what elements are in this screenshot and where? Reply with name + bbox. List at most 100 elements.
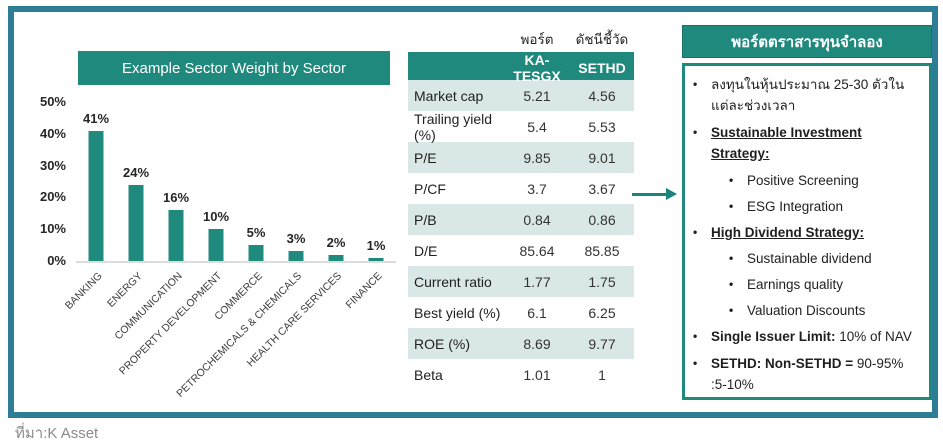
bullet-item: • ลงทุนในหุ้นประมาณ 25-30 ตัวในแต่ละช่วง… (693, 75, 921, 117)
row-value-ka-tesgx: 9.85 (523, 149, 551, 166)
bar-column: 24% ENERGY (105, 104, 156, 310)
row-label: D/E (414, 242, 438, 259)
row-value-sethd: 1 (598, 366, 606, 383)
bullet-dot-icon: • (693, 356, 698, 371)
y-tick-label: 50% (39, 94, 66, 109)
row-label: Market cap (414, 87, 484, 104)
sector-bar (328, 254, 344, 261)
bullet-item: • Valuation Discounts (729, 301, 921, 322)
row-label: Beta (414, 366, 443, 383)
panel-bullet-list: • ลงทุนในหุ้นประมาณ 25-30 ตัวในแต่ละช่วง… (693, 75, 921, 396)
row-value-sethd: 9.01 (588, 149, 616, 166)
bar-column: 5% COMMERCE (212, 104, 276, 323)
table-row: P/E 9.85 9.01 (408, 142, 634, 173)
bar-column: 41% BANKING (63, 104, 116, 312)
bar-value-label: 2% (326, 234, 346, 250)
row-value-ka-tesgx: 0.84 (523, 211, 551, 228)
arrow-shaft (632, 193, 668, 196)
sector-bar (208, 229, 224, 261)
source-note: ที่มา:K Asset (15, 425, 99, 442)
row-label: P/B (414, 211, 437, 228)
bar-value-label: 5% (246, 225, 266, 241)
row-value-sethd: 3.67 (588, 180, 616, 197)
bullet-dot-icon: • (729, 198, 734, 213)
bar-category-label: BANKING (62, 270, 105, 312)
bullet-item: • Sustainable dividend (729, 249, 921, 270)
group-header-port: พอร์ต (520, 32, 554, 47)
bar-column: 16% COMMUNICATION (112, 104, 196, 342)
bar-category-label: COMMUNICATION (112, 270, 185, 343)
bar-category-label: ENERGY (104, 270, 145, 310)
table-body: Market cap 5.21 4.56 Trailing yield (%) … (408, 80, 634, 390)
row-label: Current ratio (414, 273, 492, 290)
y-axis: 50% 40% 30% 20% 10% 0% (28, 94, 70, 274)
sector-bar (128, 184, 144, 261)
bullet-item: • Earnings quality (729, 275, 921, 296)
row-value-ka-tesgx: 6.1 (527, 304, 547, 321)
sector-bar (88, 130, 104, 261)
plot-area: 41% BANKING 24% ENERGY 16% COMMUNICATION… (63, 104, 396, 400)
row-label: Trailing yield (%) (414, 111, 493, 143)
bar-column: 10% PROPERTY DEVELOPMENT (117, 104, 236, 377)
y-tick-label: 20% (39, 189, 66, 205)
row-value-sethd: 0.86 (588, 211, 616, 228)
bullet-text: Positive Screening (747, 172, 859, 188)
table-row: Best yield (%) 6.1 6.25 (408, 297, 634, 328)
bullet-item: • High Dividend Strategy: (693, 223, 921, 244)
bullet-text: Sustainable Investment Strategy: (711, 124, 862, 161)
bullet-item: • SETHD: Non-SETHD = 90-95% :5-10% (693, 354, 921, 396)
bullet-text: Sustainable dividend (747, 251, 872, 267)
bullet-dot-icon: • (729, 277, 734, 292)
metrics-table: พอร์ต ดัชนีชี้วัด KA-TESGX SETHD Market … (408, 26, 634, 390)
table-group-header-row: พอร์ต ดัชนีชี้วัด (408, 26, 634, 52)
bullet-text: Earnings quality (747, 277, 844, 293)
arrow-right-icon (632, 188, 678, 201)
table-row: Beta 1.01 1 (408, 359, 634, 390)
bullet-item: • Positive Screening (729, 171, 921, 192)
sector-bar (368, 257, 384, 261)
slide-frame: Example Sector Weight by Sector 50% 40% 30… (8, 6, 938, 418)
row-value-ka-tesgx: 5.21 (523, 87, 551, 104)
bar-category-label: FINANCE (343, 270, 385, 312)
panel-title: พอร์ตตราสารทุนจำลอง (682, 25, 932, 58)
bullet-item: • ESG Integration (729, 197, 921, 218)
bullet-text: Valuation Discounts (747, 303, 866, 319)
row-value-ka-tesgx: 1.01 (523, 366, 551, 383)
y-tick-label: 10% (39, 221, 66, 237)
sector-bar (168, 210, 184, 261)
row-value-sethd: 6.25 (588, 304, 616, 321)
bullet-dot-icon: • (693, 329, 698, 344)
table-row: Trailing yield (%) 5.4 5.53 (408, 111, 634, 143)
bullet-text: ESG Integration (747, 198, 844, 214)
bullet-dot-icon: • (693, 124, 698, 139)
y-tick-label: 30% (39, 157, 66, 173)
row-value-ka-tesgx: 85.64 (519, 242, 555, 259)
sector-bar (288, 251, 304, 261)
table-row: Market cap 5.21 4.56 (408, 80, 634, 111)
bullet-item: • Single Issuer Limit: 10% of NAV (693, 327, 921, 348)
bar-value-label: 24% (122, 164, 150, 180)
row-label: Best yield (%) (414, 304, 501, 321)
y-tick-label: 40% (39, 125, 66, 141)
row-label: P/E (414, 149, 437, 166)
bullet-text: SETHD: Non-SETHD = 90-95% :5-10% (711, 356, 904, 393)
row-value-ka-tesgx: 1.77 (523, 273, 551, 290)
row-value-ka-tesgx: 5.4 (527, 119, 547, 135)
sector-bar (248, 245, 264, 261)
bullet-text: ลงทุนในหุ้นประมาณ 25-30 ตัวในแต่ละช่วงเว… (711, 77, 905, 113)
row-value-sethd: 9.77 (588, 335, 616, 352)
row-label: P/CF (414, 180, 446, 197)
y-tick-label: 0% (47, 253, 66, 268)
bullet-text: High Dividend Strategy: (711, 224, 865, 240)
bullet-dot-icon: • (729, 251, 734, 266)
arrow-head (666, 188, 677, 200)
bar-column: 3% PETROCHEMICALS & CHEMICALS (175, 104, 316, 399)
table-row: Current ratio 1.77 1.75 (408, 266, 634, 297)
table-row: P/CF 3.7 3.67 (408, 173, 634, 204)
bullet-dot-icon: • (729, 172, 734, 187)
bar-value-label: 3% (286, 231, 306, 247)
row-value-ka-tesgx: 8.69 (523, 335, 551, 352)
bar-value-label: 16% (162, 190, 190, 206)
panel-box: • ลงทุนในหุ้นประมาณ 25-30 ตัวในแต่ละช่วง… (682, 63, 932, 400)
